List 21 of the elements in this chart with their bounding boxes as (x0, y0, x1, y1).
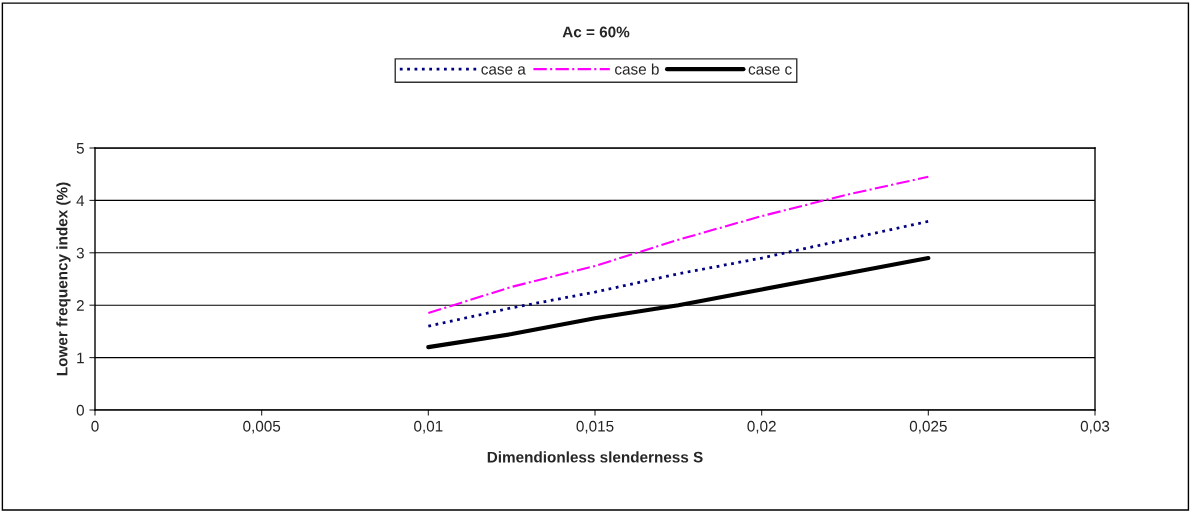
legend-label: case c (748, 66, 792, 75)
y-tick-label: 5 (76, 143, 84, 154)
x-tick-label: 0,03 (1080, 420, 1110, 434)
x-tick-label: 0,025 (909, 420, 947, 434)
y-tick-label: 4 (76, 195, 85, 206)
y-tick-label: 1 (77, 352, 84, 364)
y-tick-label: 2 (76, 300, 84, 311)
x-tick-label: 0,01 (414, 420, 443, 434)
x-tick-label: 0,005 (243, 420, 281, 434)
legend-label: case a (481, 66, 526, 75)
x-tick-label: 0 (91, 420, 99, 432)
x-tick-label: 0,02 (747, 420, 776, 434)
y-tick-label: 3 (76, 247, 84, 259)
y-tick-label: 0 (76, 404, 84, 416)
line-series (426, 219, 930, 328)
legend-label: case b (615, 63, 659, 75)
x-tick-label: 0,015 (576, 420, 614, 434)
line-series (427, 175, 930, 315)
chart-title: Ac = 60% (562, 26, 630, 38)
y-axis-title: Lower frequency index (%) (56, 182, 71, 376)
x-axis-title: Dimendionless slenderness S (487, 451, 703, 463)
